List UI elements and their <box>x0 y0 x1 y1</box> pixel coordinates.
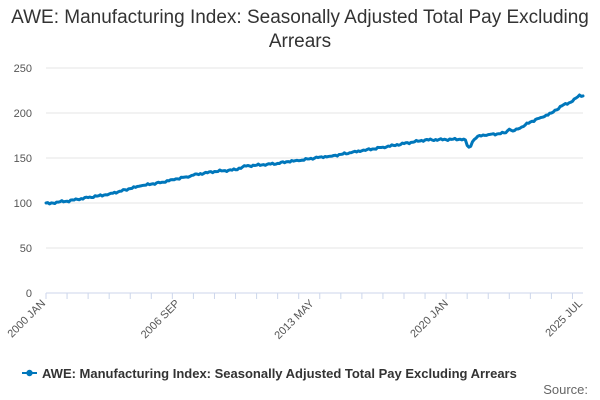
y-tick-label-50: 50 <box>20 243 32 255</box>
x-tick-label-2025-jul: 2025 JUL <box>543 298 585 340</box>
source-label: Source: <box>543 382 588 397</box>
y-tick-label-250: 250 <box>14 63 32 75</box>
y-tick-label-150: 150 <box>14 153 32 165</box>
y-tick-label-0: 0 <box>26 288 32 300</box>
y-tick-label-200: 200 <box>14 108 32 120</box>
series-line[interactable] <box>44 93 585 206</box>
y-tick-label-100: 100 <box>14 198 32 210</box>
legend[interactable]: AWE: Manufacturing Index: Seasonally Adj… <box>22 366 517 381</box>
series-layer <box>44 93 585 206</box>
legend-dot-marker <box>26 369 33 377</box>
x-tick-label-2006-sep: 2006 SEP <box>139 298 183 342</box>
legend-label: AWE: Manufacturing Index: Seasonally Adj… <box>42 366 517 381</box>
x-tick-label-2000-jan: 2000 JAN <box>5 298 48 341</box>
x-tick-label-2020-jan: 2020 JAN <box>408 298 451 341</box>
x-tick-label-2013-may: 2013 MAY <box>272 297 317 342</box>
chart-title: AWE: Manufacturing Index: Seasonally Adj… <box>11 7 589 52</box>
axis-layer: 0 50 100 150 200 250 2000 JAN 2006 SEP 2013 MAY 2… <box>5 63 585 342</box>
